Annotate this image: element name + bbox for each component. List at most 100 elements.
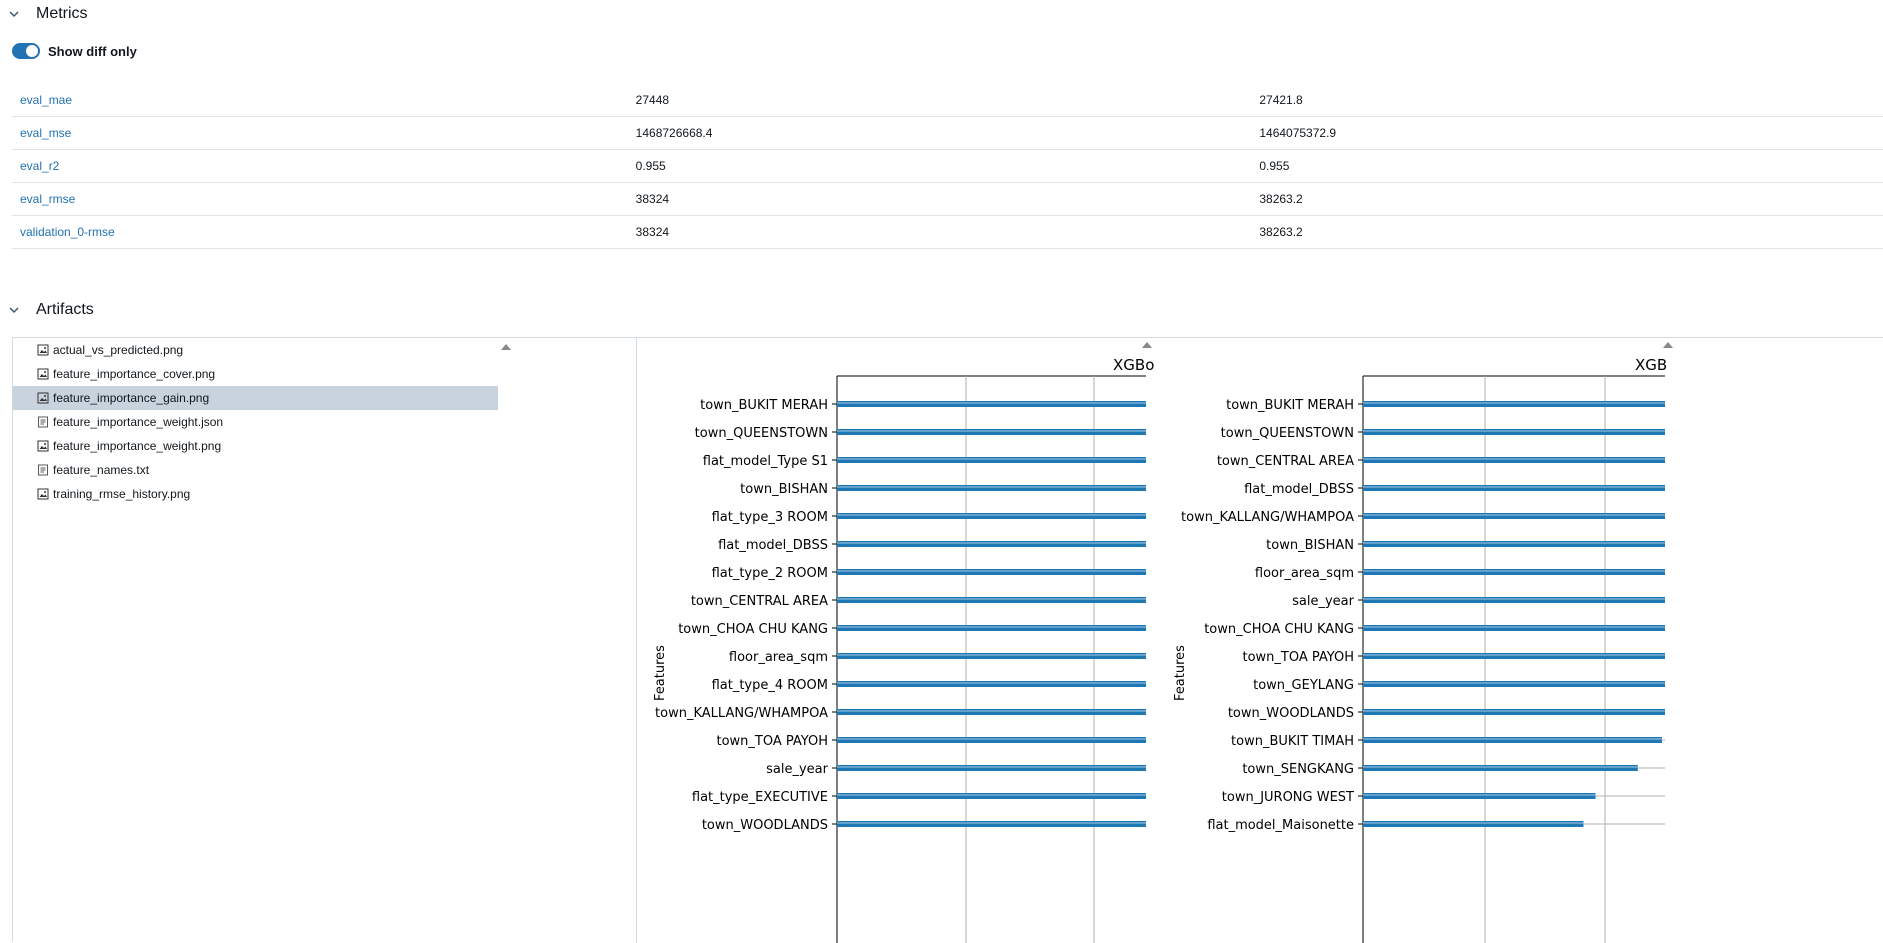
metric-name-link[interactable]: eval_mae bbox=[20, 93, 73, 107]
y-tick-label: town_BISHAN bbox=[740, 482, 828, 497]
table-row: eval_r2 0.955 0.955 bbox=[12, 150, 1883, 183]
y-tick-label: sale_year bbox=[1292, 594, 1355, 609]
metrics-title: Metrics bbox=[36, 5, 88, 22]
show-diff-label: Show diff only bbox=[48, 43, 137, 59]
metric-value-run-1: 38324 bbox=[635, 192, 670, 206]
artifact-file-list: actual_vs_predicted.png feature_importanc… bbox=[13, 338, 637, 943]
bar bbox=[837, 625, 1146, 631]
bar bbox=[1363, 541, 1665, 547]
metric-value-run-1: 38324 bbox=[635, 225, 670, 239]
artifact-file-item[interactable]: feature_importance_weight.png bbox=[13, 434, 498, 458]
scroll-up-arrow-icon bbox=[1142, 342, 1152, 348]
table-row: validation_0-rmse 38324 38263.2 bbox=[12, 216, 1883, 249]
metric-value-run-1: 1468726668.4 bbox=[635, 126, 713, 140]
bar bbox=[1363, 401, 1665, 407]
bar bbox=[1363, 681, 1665, 687]
text-file-icon bbox=[37, 464, 49, 476]
y-tick-label: town_KALLANG/WHAMPOA bbox=[655, 706, 828, 721]
artifact-file-name: training_rmse_history.png bbox=[53, 487, 191, 501]
y-tick-label: flat_type_EXECUTIVE bbox=[692, 790, 828, 805]
bar bbox=[837, 597, 1146, 603]
metric-value-run-2: 38263.2 bbox=[1259, 225, 1303, 239]
bar bbox=[1363, 709, 1665, 715]
bar bbox=[837, 653, 1146, 659]
y-tick-label: town_BUKIT MERAH bbox=[700, 398, 828, 413]
bar bbox=[1363, 625, 1665, 631]
y-tick-label: town_TOA PAYOH bbox=[1242, 650, 1354, 665]
y-tick-label: town_CHOA CHU KANG bbox=[678, 622, 828, 637]
y-tick-label: flat_model_DBSS bbox=[718, 538, 828, 553]
metrics-section-header[interactable]: Metrics bbox=[0, 0, 88, 28]
metric-name-link[interactable]: eval_rmse bbox=[20, 192, 76, 206]
artifact-file-item[interactable]: feature_importance_gain.png bbox=[13, 386, 498, 410]
show-diff-toggle[interactable] bbox=[12, 43, 40, 59]
metric-value-run-2: 0.955 bbox=[1259, 159, 1290, 173]
y-tick-label: flat_model_DBSS bbox=[1244, 482, 1354, 497]
bar bbox=[1363, 513, 1665, 519]
artifact-file-item[interactable]: actual_vs_predicted.png bbox=[13, 338, 498, 362]
feature-importance-charts: XGBo Features town_BUKIT MERAH town_QUEENST… bbox=[653, 342, 1673, 943]
y-tick-label: town_QUEENSTOWN bbox=[1221, 426, 1354, 441]
artifacts-section-header[interactable]: Artifacts bbox=[0, 296, 94, 324]
bar bbox=[837, 709, 1146, 715]
metric-name-link[interactable]: eval_r2 bbox=[20, 159, 60, 173]
metric-name-link[interactable]: validation_0-rmse bbox=[20, 225, 115, 239]
artifact-file-name: actual_vs_predicted.png bbox=[53, 343, 184, 357]
image-file-icon bbox=[37, 344, 49, 356]
y-tick-label: flat_type_2 ROOM bbox=[712, 566, 828, 581]
artifact-file-name: feature_importance_cover.png bbox=[53, 367, 216, 381]
metric-value-run-2: 38263.2 bbox=[1259, 192, 1303, 206]
y-tick-label: town_TOA PAYOH bbox=[716, 734, 828, 749]
chevron-down-icon bbox=[0, 8, 28, 20]
artifact-file-name: feature_names.txt bbox=[53, 463, 150, 477]
bar bbox=[1363, 569, 1665, 575]
artifact-preview: XGBo Features town_BUKIT MERAH town_QUEENST… bbox=[638, 338, 1883, 943]
chart-title: XGB bbox=[1635, 356, 1667, 374]
bar bbox=[837, 401, 1146, 407]
bar bbox=[1363, 429, 1665, 435]
artifact-file-item[interactable]: feature_importance_weight.json bbox=[13, 410, 498, 434]
y-tick-label: floor_area_sqm bbox=[729, 650, 828, 665]
y-tick-label: town_QUEENSTOWN bbox=[695, 426, 828, 441]
y-tick-label: town_WOODLANDS bbox=[702, 818, 828, 833]
y-axis-label: Features bbox=[1173, 645, 1188, 701]
table-row: eval_rmse 38324 38263.2 bbox=[12, 183, 1883, 216]
artifact-file-item[interactable]: training_rmse_history.png bbox=[13, 482, 498, 506]
y-tick-label: town_BUKIT TIMAH bbox=[1231, 734, 1354, 749]
y-tick-label: town_SENGKANG bbox=[1242, 762, 1354, 777]
y-tick-label: sale_year bbox=[766, 762, 829, 777]
bar bbox=[1363, 653, 1665, 659]
bar bbox=[1363, 485, 1665, 491]
bar bbox=[837, 485, 1146, 491]
bar bbox=[1363, 765, 1638, 771]
y-tick-label: flat_type_4 ROOM bbox=[712, 678, 828, 693]
metric-value-run-1: 27448 bbox=[635, 93, 670, 107]
bar bbox=[837, 765, 1146, 771]
bar bbox=[837, 681, 1146, 687]
metric-value-run-2: 27421.8 bbox=[1259, 93, 1303, 107]
artifact-file-name: feature_importance_weight.png bbox=[53, 439, 222, 453]
image-file-icon bbox=[37, 392, 49, 404]
artifact-file-name: feature_importance_weight.json bbox=[53, 415, 224, 429]
scroll-up-arrow-icon bbox=[1663, 342, 1673, 348]
show-diff-toggle-row[interactable]: Show diff only bbox=[12, 41, 137, 61]
scroll-up-arrow-icon[interactable] bbox=[501, 344, 511, 350]
y-tick-label: floor_area_sqm bbox=[1255, 566, 1354, 581]
artifact-file-item[interactable]: feature_names.txt bbox=[13, 458, 498, 482]
metric-name-link[interactable]: eval_mse bbox=[20, 126, 72, 140]
artifact-file-name: feature_importance_gain.png bbox=[53, 391, 210, 405]
bar bbox=[837, 429, 1146, 435]
bar bbox=[837, 793, 1146, 799]
artifacts-title: Artifacts bbox=[36, 301, 94, 318]
chevron-down-icon bbox=[0, 304, 28, 316]
bar bbox=[837, 541, 1146, 547]
text-file-icon bbox=[37, 416, 49, 428]
bar bbox=[1363, 457, 1665, 463]
y-tick-label: town_CENTRAL AREA bbox=[1217, 454, 1354, 469]
artifact-file-item[interactable]: feature_importance_cover.png bbox=[13, 362, 498, 386]
image-file-icon bbox=[37, 488, 49, 500]
table-row: eval_mae 27448 27421.8 bbox=[12, 84, 1883, 117]
y-tick-label: town_WOODLANDS bbox=[1228, 706, 1354, 721]
bar bbox=[1363, 793, 1596, 799]
bar bbox=[837, 821, 1146, 827]
